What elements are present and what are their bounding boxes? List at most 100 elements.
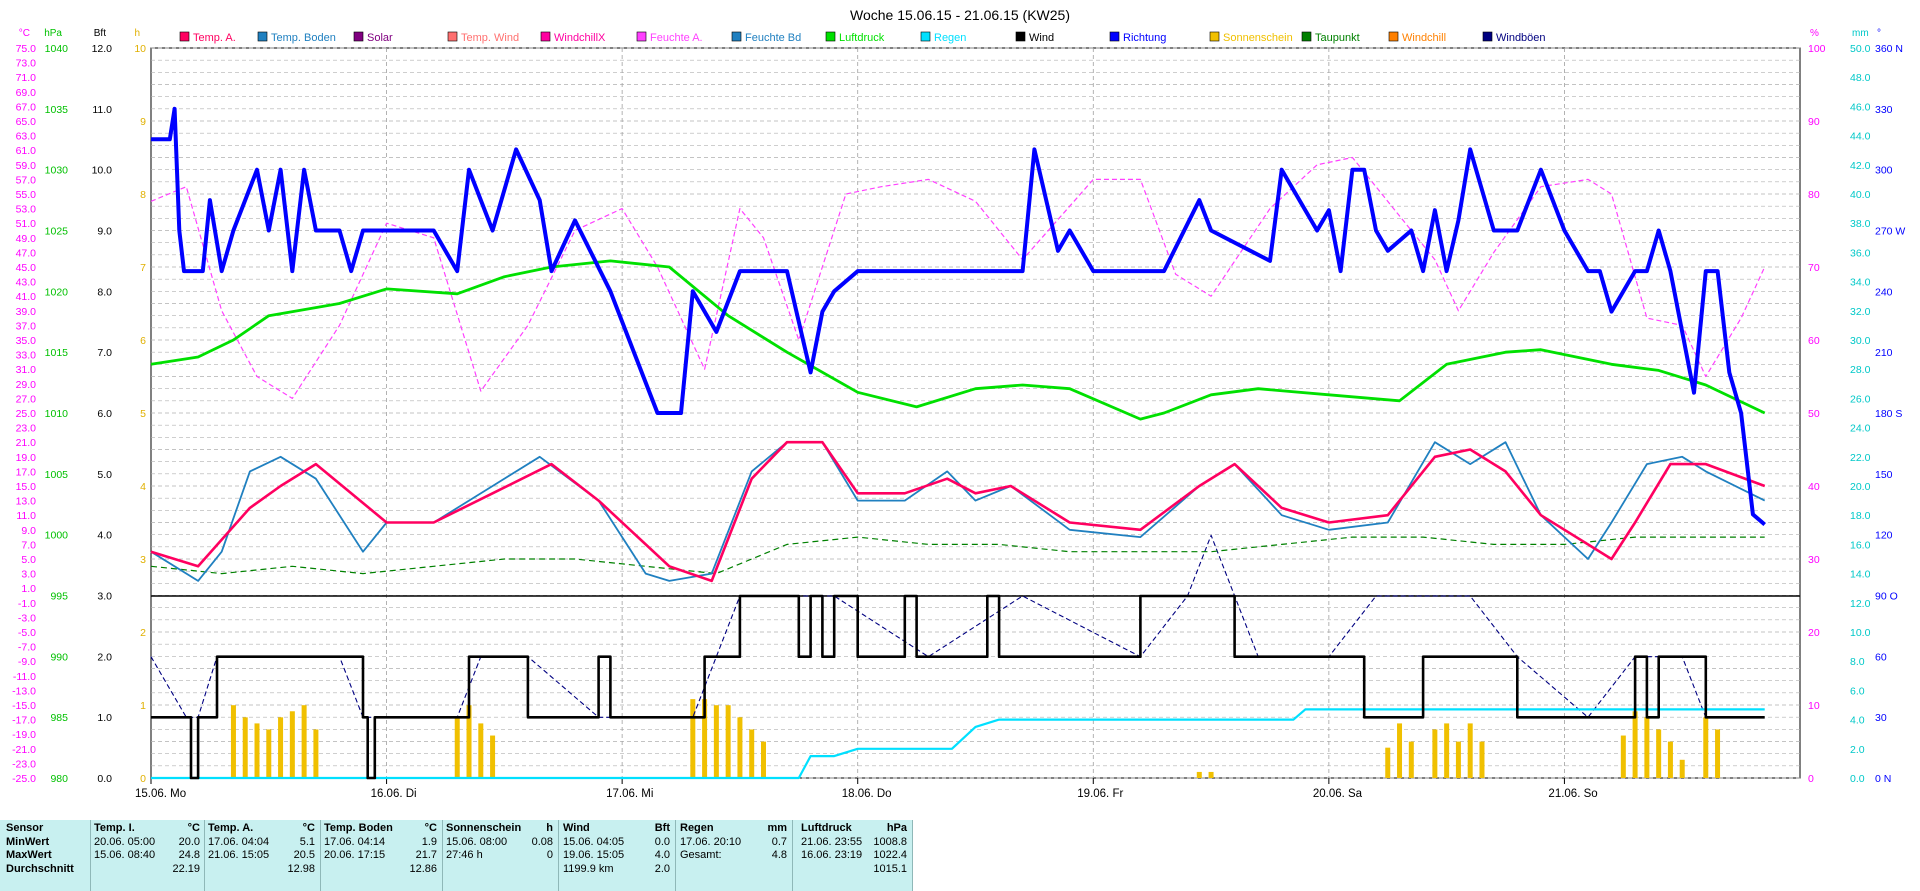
wind-line	[151, 594, 1765, 780]
stats-pressure-header: Luftdruck	[801, 822, 852, 834]
right-axis-tick: 8.0	[1850, 656, 1865, 668]
right-axis-tick: 10.0	[1850, 627, 1871, 639]
left-axis-tick: 53.0	[16, 204, 37, 216]
stats-sun-header: Sonnenschein	[446, 822, 522, 834]
stats-pressure-max: 1022.4	[873, 849, 907, 861]
sunshine-bar	[1432, 729, 1438, 778]
sunshine-bar	[289, 711, 295, 778]
stats-temp-a-max: 20.5	[293, 849, 315, 861]
sunshine-bar	[1656, 729, 1662, 778]
left-axis-tick: 37.0	[16, 320, 37, 332]
left-axis-tick: 1010	[45, 408, 69, 420]
stats-temp-b-max: 21.7	[415, 849, 437, 861]
stats-temp-a-min: 5.1	[299, 835, 315, 848]
sunshine-bar	[254, 723, 260, 778]
left-axis-tick: 17.0	[16, 466, 37, 478]
right-axis-tick: 120	[1875, 530, 1893, 542]
sunshine-bar	[1385, 747, 1391, 778]
left-axis-tick: 2.0	[97, 651, 112, 663]
right-axis-tick: 40	[1808, 481, 1820, 493]
left-axis-tick: 8	[140, 189, 146, 201]
stats-temp-i-min: 20.0	[178, 835, 200, 848]
left-axis-tick: 43.0	[16, 277, 37, 289]
right-axis-tick: 48.0	[1850, 72, 1871, 84]
left-axis-tick: 5.0	[21, 554, 36, 566]
stats-wind: Wind Bft 15.06. 04:05 0.0 19.06. 15:05 4.0 …	[563, 822, 670, 876]
legend-swatch	[1109, 31, 1120, 42]
stats-temp-i-min-time: 20.06. 05:00	[94, 835, 156, 848]
sunshine-bar	[1455, 741, 1461, 778]
left-axis-tick: 9.0	[21, 525, 36, 537]
stats-pressure-min-time: 21.06. 23:55	[801, 835, 863, 848]
left-axis-tick: 10.0	[92, 165, 113, 177]
direction-line	[151, 106, 1767, 527]
sunshine-bar	[702, 699, 708, 778]
stats-wind-distance: 1199.9 km	[563, 862, 614, 875]
sunshine-bar	[1397, 723, 1403, 778]
legend-swatch	[353, 31, 364, 42]
right-axis-tick: 180 S	[1875, 408, 1902, 420]
sunshine-bar	[266, 729, 272, 778]
left-axis-tick: 0	[140, 773, 146, 785]
left-axis-tick: 47.0	[16, 247, 37, 259]
legend-label: WindchillX	[554, 32, 606, 44]
right-axis-tick: 20	[1808, 627, 1820, 639]
right-axis-tick: 30	[1808, 554, 1820, 566]
left-axis-unit: hPa	[44, 28, 62, 39]
left-axis-tick: 9	[140, 116, 146, 128]
right-axis-tick: 44.0	[1850, 131, 1871, 143]
left-axis-tick: 21.0	[16, 437, 37, 449]
sunshine-bar	[242, 717, 248, 778]
left-axis-tick: 9.0	[97, 226, 112, 238]
legend-swatch	[1482, 31, 1493, 42]
right-axis-tick: 100	[1808, 43, 1826, 55]
left-axis-tick: 5.0	[97, 469, 112, 481]
left-axis-tick: -19.0	[12, 729, 36, 741]
right-axis-tick: 0	[1808, 773, 1814, 785]
left-axis-tick: 1015	[45, 347, 69, 359]
left-axis-tick: -25.0	[12, 773, 36, 785]
stats-temp-i-max-time: 15.06. 08:40	[94, 849, 156, 861]
right-axis-tick: 90	[1808, 116, 1820, 128]
stats-temp-i-header: Temp. I.	[94, 822, 135, 834]
left-axis-tick: 23.0	[16, 423, 37, 435]
left-axis-unit: h	[134, 28, 140, 39]
right-axis-tick: 360 N	[1875, 43, 1903, 55]
legend-swatch	[731, 31, 742, 42]
left-axis-tick: 1000	[45, 530, 69, 542]
left-axis-tick: 19.0	[16, 452, 37, 464]
left-axis-tick: -5.0	[18, 627, 36, 639]
legend-label: Feuchte Bd	[745, 32, 801, 44]
sunshine-bar	[690, 699, 696, 778]
sunshine-bar	[478, 723, 484, 778]
right-axis-tick: 26.0	[1850, 393, 1871, 405]
left-axis-unit: Bft	[94, 28, 106, 39]
right-axis-tick: 30.0	[1850, 335, 1871, 347]
left-axis-tick: 15.0	[16, 481, 37, 493]
right-axis-tick: 50.0	[1850, 43, 1871, 55]
stats-temp-a-max-time: 21.06. 15:05	[208, 849, 270, 861]
left-axis-tick: 11.0	[16, 510, 36, 522]
legend-label: Temp. Boden	[271, 32, 336, 44]
right-axis-tick: 300	[1875, 165, 1893, 177]
legend-swatch	[540, 31, 551, 42]
legend-label: Solar	[367, 32, 393, 44]
sunshine-bar	[725, 705, 731, 778]
stats-temp-i-max: 24.8	[178, 849, 200, 861]
left-axis-tick: 71.0	[16, 72, 37, 84]
left-axis-tick: 63.0	[16, 131, 37, 143]
legend-label: Taupunkt	[1315, 32, 1360, 44]
stats-pressure-max-time: 16.06. 23:19	[801, 849, 863, 861]
stats-rain-max: 0.7	[771, 835, 787, 848]
stats-wind-unit: Bft	[654, 822, 670, 834]
legend-label: Wind	[1029, 32, 1054, 44]
right-axis-tick: 18.0	[1850, 510, 1871, 522]
stats-wind-max: 4.0	[654, 849, 670, 861]
left-axis-tick: 6.0	[97, 408, 112, 420]
stats-row-max: MaxWert	[6, 849, 52, 861]
stats-temp-a-avg: 12.98	[287, 862, 315, 875]
left-axis-tick: 4.0	[97, 530, 112, 542]
right-axis-tick: 30	[1875, 712, 1887, 724]
right-axis-tick: 2.0	[1850, 744, 1865, 756]
